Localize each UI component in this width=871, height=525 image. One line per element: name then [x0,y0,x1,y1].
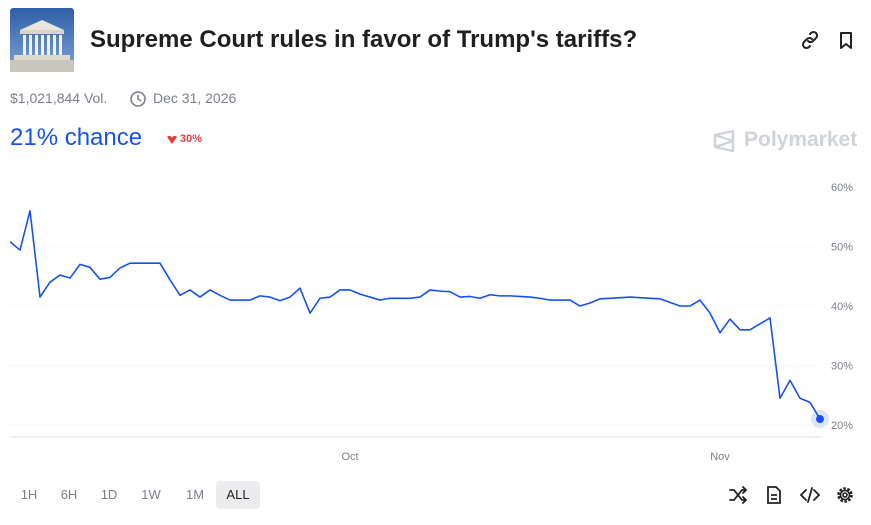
x-tick-label: Nov [710,451,730,463]
volume: $1,021,844 Vol. [10,90,108,106]
y-tick-label: 40% [831,301,853,313]
range-button[interactable]: 1M [185,487,205,502]
down-arrow [167,135,177,144]
range-button[interactable]: 6H [60,487,78,502]
y-tick-label: 30% [831,361,853,373]
chance: 21% chance [10,124,143,151]
change: 30% [180,133,203,145]
y-tick-label: 20% [831,420,853,432]
link-button[interactable] [800,30,820,50]
y-tick-label: 50% [831,242,853,254]
end-date: Dec 31, 2026 [153,90,237,106]
embed-button[interactable] [800,486,820,504]
document-button[interactable] [765,486,783,504]
range-button[interactable]: 1W [141,487,161,502]
brand-name: Polymarket [744,128,858,151]
bookmark-button[interactable] [836,30,856,50]
range-button[interactable]: 1D [100,487,118,502]
range-button[interactable]: 1H [20,487,38,502]
market-image [10,8,74,72]
y-tick-label: 60% [831,182,853,194]
chart: 20% 30% 40% 50% 60% Oct Nov [9,182,853,463]
end-point [816,415,824,424]
price-line [9,210,821,420]
settings-button[interactable] [836,486,854,504]
shuffle-button[interactable] [728,486,748,504]
clock-icon [130,91,146,107]
market-title: Supreme Court rules in favor of Trump's … [90,26,638,53]
x-tick-label: Oct [341,451,358,463]
brand-logo [713,129,735,153]
range-button[interactable]: ALL [216,481,260,509]
